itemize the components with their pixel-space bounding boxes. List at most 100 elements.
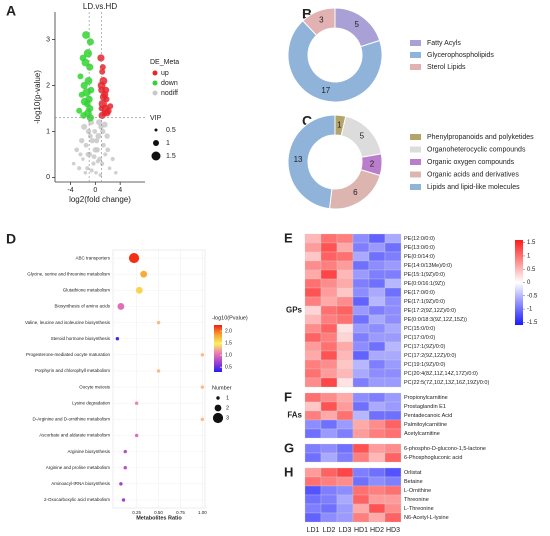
heat-cell [368, 419, 386, 430]
heat-cell [384, 332, 402, 343]
point [105, 147, 111, 153]
colorbar-label: 0 [527, 280, 531, 286]
heat-cell [320, 332, 338, 343]
heat-cell [368, 332, 386, 343]
heat-cell [304, 443, 322, 454]
heat-cell [384, 251, 402, 262]
heat-cell [304, 305, 322, 316]
panel-label: E [284, 230, 293, 245]
heat-cell [336, 428, 354, 439]
heat-cell [304, 476, 322, 487]
point [85, 152, 91, 157]
slice-label: 1 [337, 120, 342, 129]
heat-cell [304, 287, 322, 298]
row-label: PE(17:1(9Z)/0:0) [404, 299, 445, 305]
heat-cell [352, 503, 370, 514]
heat-cell [320, 287, 338, 298]
heat-cell [336, 410, 354, 421]
heat-cell [368, 251, 386, 262]
row-label: PE(14:0/13Me)/0:0) [404, 263, 452, 269]
heat-cell [304, 314, 322, 325]
heat-cell [384, 296, 402, 307]
heat-cell [304, 269, 322, 280]
point [96, 119, 103, 126]
heat-cell [336, 419, 354, 430]
x-tick-label: 4 [118, 187, 122, 194]
heat-cell [320, 467, 338, 478]
point [110, 156, 115, 162]
column-label: LD1 [307, 527, 320, 534]
category-label: D-Arginine and D-ornithine metabolism [32, 417, 110, 422]
x-tick-label: 0.75 [176, 510, 185, 515]
heat-cell [336, 251, 354, 262]
heat-cell [368, 269, 386, 280]
heat-cell [304, 296, 322, 307]
point [78, 137, 85, 144]
y-tick-label: 2 [46, 82, 50, 89]
row-label: PE(15:1(9Z)/0:0) [404, 272, 445, 278]
panel-label: C [302, 113, 312, 129]
heat-cell [320, 452, 338, 463]
legend-title: DE_Meta [150, 59, 179, 66]
group-label: GPs [286, 306, 303, 315]
x-tick-label: 0.25 [132, 510, 141, 515]
heat-cell [352, 452, 370, 463]
heat-cell [304, 233, 322, 244]
heat-cell [304, 341, 322, 352]
x-tick-label: 0.50 [154, 510, 163, 515]
point [107, 166, 112, 171]
heat-cell [368, 260, 386, 271]
heat-cell [352, 350, 370, 361]
heat-cell [352, 443, 370, 454]
point [99, 68, 106, 75]
heat-cell [384, 314, 402, 325]
point [77, 166, 82, 171]
size-label: 3 [226, 415, 229, 421]
category-label: ABC transporters [75, 255, 110, 260]
category-label: 2-Oxocarboxylic acid metabolism [44, 497, 110, 502]
heat-cell [384, 305, 402, 316]
heat-cell [384, 278, 402, 289]
slice-label: 13 [294, 155, 303, 164]
heat-cell [384, 350, 402, 361]
heat-cell [368, 296, 386, 307]
heat-cell [320, 314, 338, 325]
heat-cell [336, 503, 354, 514]
legend-swatch [410, 171, 421, 178]
row-label: PE(0:0/16:1(9Z)) [404, 281, 445, 287]
heat-cell [368, 503, 386, 514]
heat-cell [352, 323, 370, 334]
point [81, 157, 85, 161]
heat-cell [320, 410, 338, 421]
category-label: Valine, leucine and isoleucine biosynthe… [25, 320, 111, 325]
heat-cell [384, 260, 402, 271]
size-swatch [153, 140, 159, 146]
heat-cell [368, 278, 386, 289]
legend-label: Sterol Lipids [427, 64, 466, 71]
panel-label: F [284, 389, 292, 404]
heat-cell [352, 278, 370, 289]
panel-label: A [6, 3, 16, 19]
heat-cell [368, 305, 386, 316]
heat-cell [352, 260, 370, 271]
point [103, 109, 111, 117]
legend-swatch [410, 64, 421, 70]
heat-cell [320, 359, 338, 370]
row-label: PC(15:0/0:0) [404, 326, 435, 332]
heat-cell [368, 443, 386, 454]
category-label: Lysine degradation [72, 400, 110, 405]
heat-cell [336, 476, 354, 487]
point [107, 103, 114, 110]
heat-cell [304, 323, 322, 334]
point [80, 112, 87, 119]
row-label: Propionylcarnitine [404, 395, 448, 401]
point [104, 133, 110, 139]
bubble [134, 433, 139, 438]
heat-cell [320, 512, 338, 523]
point [94, 171, 98, 175]
slice-label: 3 [319, 16, 324, 25]
legend-swatch [410, 159, 421, 165]
heat-cell [320, 401, 338, 412]
bubble [119, 482, 123, 486]
heat-cell [320, 503, 338, 514]
